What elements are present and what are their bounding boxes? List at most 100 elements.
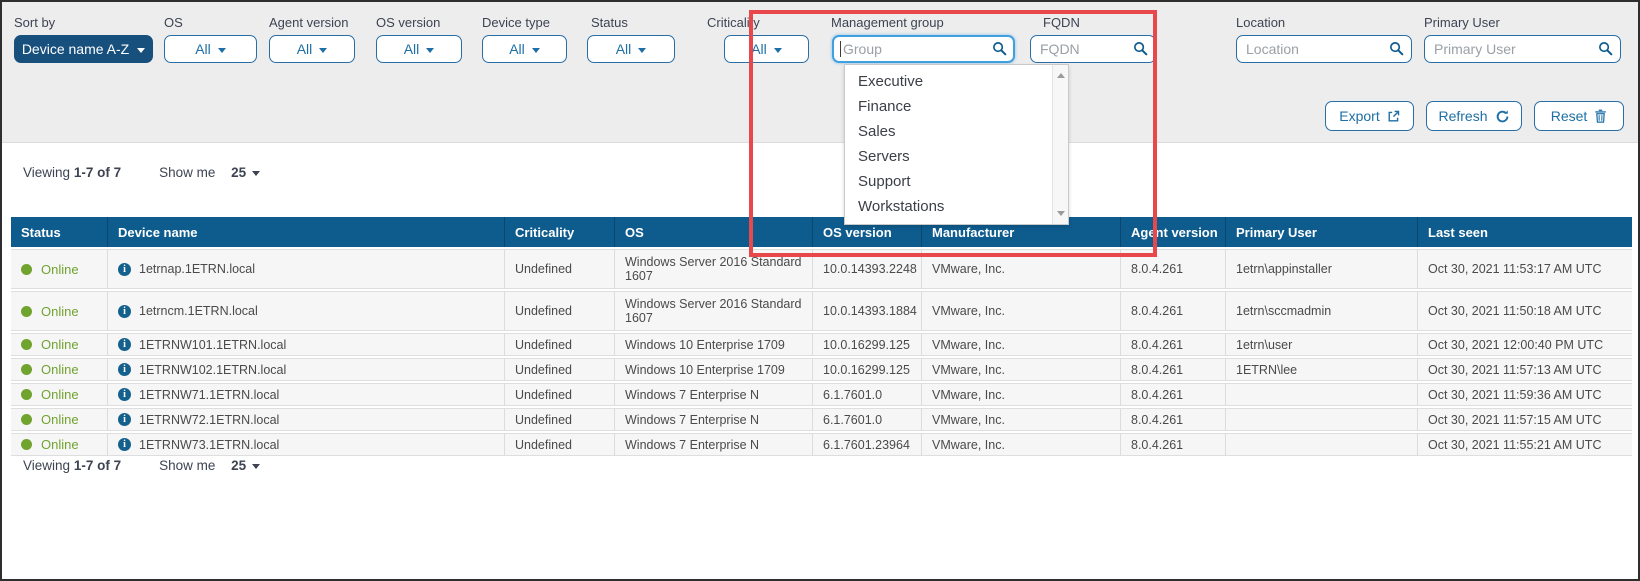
os-dropdown[interactable]: All (164, 35, 257, 63)
cell-device: i 1etrncm.1ETRN.local (107, 291, 504, 331)
online-status-icon (21, 263, 32, 275)
cell-manufacturer: VMware, Inc. (921, 358, 1120, 381)
info-icon[interactable]: i (118, 438, 131, 451)
cell-device: i 1ETRNW71.1ETRN.local (107, 383, 504, 406)
cell-os-version: 6.1.7601.0 (812, 383, 921, 406)
online-status-icon (21, 389, 32, 400)
cell-os-version: 6.1.7601.0 (812, 408, 921, 431)
cell-last-seen: Oct 30, 2021 12:00:40 PM UTC (1417, 333, 1632, 356)
dropdown-option-executive[interactable]: Executive (858, 73, 924, 90)
management-group-dropdown: Executive Finance Sales Servers Support Works… (844, 64, 1069, 225)
reset-button[interactable]: Reset (1534, 101, 1624, 131)
cell-device: i 1ETRNW72.1ETRN.local (107, 408, 504, 431)
primary-user-input[interactable] (1424, 35, 1621, 63)
cell-os: Windows 10 Enterprise 1709 (614, 358, 812, 381)
status-text: Online (41, 437, 79, 452)
cell-criticality: Undefined (504, 358, 614, 381)
table-row[interactable]: Online i 1etrnap.1ETRN.local Undefined Windo… (11, 249, 1632, 289)
cell-primary-user (1225, 383, 1417, 406)
table-row[interactable]: Online i 1ETRNW72.1ETRN.local Undefined Wind… (11, 408, 1632, 431)
cell-status: Online (11, 333, 107, 356)
info-icon[interactable]: i (118, 363, 131, 376)
cell-primary-user: 1etrn\user (1225, 333, 1417, 356)
table-row[interactable]: Online i 1etrncm.1ETRN.local Undefined Windo… (11, 291, 1632, 331)
filter-label-fqdn: FQDN (1043, 15, 1080, 30)
selected-value: All (296, 41, 313, 57)
refresh-button-label: Refresh (1438, 108, 1488, 124)
sort-by-dropdown[interactable]: Device name A-Z (14, 35, 153, 63)
filter-label-criticality: Criticality (707, 15, 760, 30)
online-status-icon (21, 439, 32, 450)
filter-label-status: Status (591, 15, 628, 30)
dropdown-option-support[interactable]: Support (858, 173, 911, 190)
cell-agent-version: 8.0.4.261 (1120, 333, 1225, 356)
chevron-down-icon (773, 47, 782, 53)
os-version-dropdown[interactable]: All (376, 35, 462, 63)
info-icon[interactable]: i (118, 413, 131, 426)
export-button[interactable]: Export (1325, 101, 1414, 131)
table-header-row: Status Device name Criticality OS OS version… (11, 217, 1632, 247)
column-header-os: OS (614, 217, 812, 247)
cell-status: Online (11, 249, 107, 289)
table-row[interactable]: Online i 1ETRNW73.1ETRN.local Undefined Wind… (11, 433, 1632, 456)
column-header-status: Status (11, 217, 107, 247)
dropdown-option-servers[interactable]: Servers (858, 148, 910, 165)
device-type-dropdown[interactable]: All (482, 35, 567, 63)
scroll-up-icon[interactable] (1053, 67, 1068, 84)
filter-label-os-version: OS version (376, 15, 441, 30)
status-dropdown[interactable]: All (587, 35, 675, 63)
table-row[interactable]: Online i 1ETRNW71.1ETRN.local Undefined Wind… (11, 383, 1632, 406)
info-icon[interactable]: i (118, 338, 131, 351)
show-me-dropdown[interactable]: Show me 25 (159, 165, 261, 180)
chevron-down-icon (252, 464, 261, 469)
cell-manufacturer: VMware, Inc. (921, 383, 1120, 406)
refresh-button[interactable]: Refresh (1426, 101, 1522, 131)
filter-label-sort-by: Sort by (14, 15, 56, 30)
cell-criticality: Undefined (504, 408, 614, 431)
cell-last-seen: Oct 30, 2021 11:50:18 AM UTC (1417, 291, 1632, 331)
selected-value: Device name A-Z (21, 41, 130, 57)
dropdown-option-finance[interactable]: Finance (858, 98, 912, 115)
info-icon[interactable]: i (118, 304, 131, 318)
info-icon[interactable]: i (118, 262, 131, 276)
cell-primary-user: 1etrn\sccmadmin (1225, 291, 1417, 331)
criticality-dropdown[interactable]: All (724, 35, 809, 63)
dropdown-option-sales[interactable]: Sales (858, 123, 896, 140)
column-header-last-seen: Last seen (1417, 217, 1632, 247)
table-row[interactable]: Online i 1ETRNW102.1ETRN.local Undefined Win… (11, 358, 1632, 381)
pagination-bottom: Viewing 1-7 of 7 Show me 25 (23, 458, 261, 473)
cell-last-seen: Oct 30, 2021 11:59:36 AM UTC (1417, 383, 1632, 406)
dropdown-scrollbar[interactable] (1052, 65, 1068, 224)
chevron-down-icon (252, 171, 261, 176)
agent-version-dropdown[interactable]: All (269, 35, 355, 63)
scroll-down-icon[interactable] (1053, 205, 1068, 222)
trash-icon (1595, 109, 1607, 123)
filter-label-primary-user: Primary User (1424, 15, 1500, 30)
online-status-icon (21, 339, 32, 350)
filter-label-location: Location (1236, 15, 1286, 30)
cell-manufacturer: VMware, Inc. (921, 408, 1120, 431)
column-header-criticality: Criticality (504, 217, 614, 247)
fqdn-input[interactable] (1030, 35, 1156, 63)
management-group-search (832, 35, 1015, 63)
table-row[interactable]: Online i 1ETRNW101.1ETRN.local Undefined Win… (11, 333, 1632, 356)
info-icon[interactable]: i (118, 388, 131, 401)
cell-agent-version: 8.0.4.261 (1120, 383, 1225, 406)
cell-primary-user (1225, 433, 1417, 456)
selected-value: All (509, 41, 525, 57)
show-me-dropdown[interactable]: Show me 25 (159, 458, 261, 473)
cell-os-version: 10.0.14393.2248 (812, 249, 921, 289)
location-search (1236, 35, 1412, 63)
dropdown-option-workstations[interactable]: Workstations (858, 198, 945, 215)
cell-primary-user: 1etrn\appinstaller (1225, 249, 1417, 289)
pagination-top: Viewing 1-7 of 7 Show me 25 (23, 165, 261, 180)
cell-last-seen: Oct 30, 2021 11:55:21 AM UTC (1417, 433, 1632, 456)
online-status-icon (21, 364, 32, 375)
location-input[interactable] (1236, 35, 1412, 63)
cell-device: i 1ETRNW102.1ETRN.local (107, 358, 504, 381)
text-caret (840, 41, 841, 57)
management-group-input[interactable] (832, 35, 1015, 63)
cell-agent-version: 8.0.4.261 (1120, 291, 1225, 331)
selected-value: All (615, 41, 632, 57)
